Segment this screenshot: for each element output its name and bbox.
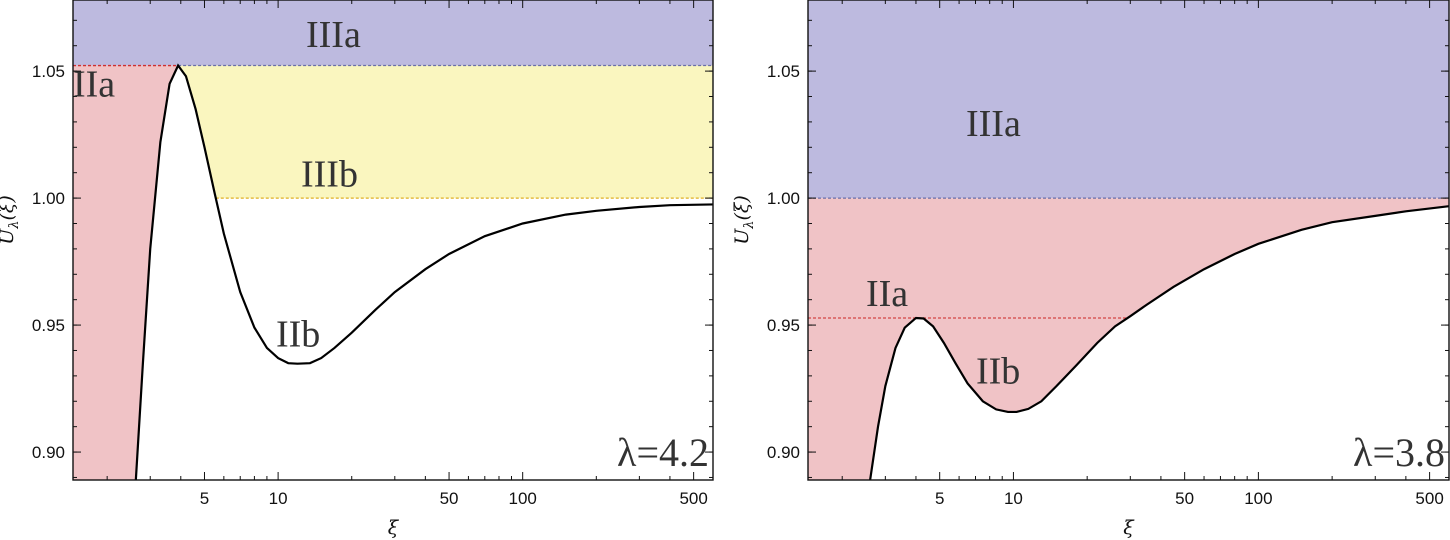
tick-labels: 5 10 50 100 500 0.90 0.95 1.00 1.05 [32,62,708,508]
regions [73,0,713,481]
y-tick-label: 1.05 [767,62,800,81]
x-tick-label: 10 [269,489,288,508]
x-tick-label: 50 [1175,489,1194,508]
y-axis-label-main: U [0,228,18,245]
y-axis-label: Uλ(ξ) [0,195,22,245]
x-tick-label: 5 [935,489,944,508]
y-axis-label-main: U [731,228,753,245]
boundary-lines [73,64,713,199]
y-axis-label: Uλ(ξ) [731,195,757,245]
x-tick-label: 100 [508,489,536,508]
region-IIIb-fill [178,65,713,199]
y-tick-label: 0.95 [767,316,800,335]
y-tick-label: 1.00 [767,189,800,208]
x-tick-label: 5 [200,489,209,508]
region-label-IIIa: IIIa [306,14,361,56]
x-axis-label: ξ [1123,517,1135,539]
y-axis-label-subscript: λ [7,221,22,230]
region-IIIa-fill [73,0,713,66]
x-tick-label: 500 [679,489,707,508]
y-axis-label-subscript: λ [742,221,757,230]
region-label-IIa: IIa [866,273,908,315]
ticks [808,0,1449,480]
y-tick-label: 1.05 [32,62,65,81]
region-labels: IIIa IIIb IIa IIb [73,14,361,356]
plot-frame [807,0,1450,481]
region-IIa-fill [808,198,1449,480]
region-label-IIIb: IIIb [301,154,358,196]
y-tick-label: 1.00 [32,189,65,208]
region-label-IIa: IIa [73,64,115,106]
potential-curve [869,205,1450,481]
y-tick-label: 0.90 [767,443,800,462]
lambda-label: λ=3.8 [1353,430,1445,475]
panel-left: 5 10 50 100 500 0.90 0.95 1.00 1.05 ξ Uλ(ξ) IIIa… [0,0,714,539]
x-tick-label: 50 [440,489,459,508]
x-tick-label: 500 [1415,489,1443,508]
tick-labels: 5 10 50 100 500 0.90 0.95 1.00 1.05 [767,62,1444,508]
region-IIa-fill [73,65,179,481]
ticks [73,0,713,480]
x-tick-label: 10 [1004,489,1023,508]
region-IIIa-fill [808,0,1449,199]
y-tick-label: 0.90 [32,443,65,462]
region-label-IIb: IIb [276,314,320,356]
boundary-lines [808,197,1449,319]
regions [808,0,1449,480]
lambda-label: λ=4.2 [617,430,709,475]
panel-right: 5 10 50 100 500 0.90 0.95 1.00 1.05 ξ Uλ(ξ) IIIa… [731,0,1450,539]
y-axis-label-argument: (ξ) [0,195,18,220]
x-tick-label: 100 [1244,489,1272,508]
region-labels: IIIa IIa IIb [866,103,1021,393]
plot-frame [72,0,714,481]
region-label-IIIa: IIIa [966,103,1021,145]
x-axis-label: ξ [388,517,400,539]
region-label-IIb: IIb [976,351,1020,393]
y-tick-label: 0.95 [32,316,65,335]
y-axis-label-argument: (ξ) [731,195,753,220]
potential-curve [134,63,714,481]
